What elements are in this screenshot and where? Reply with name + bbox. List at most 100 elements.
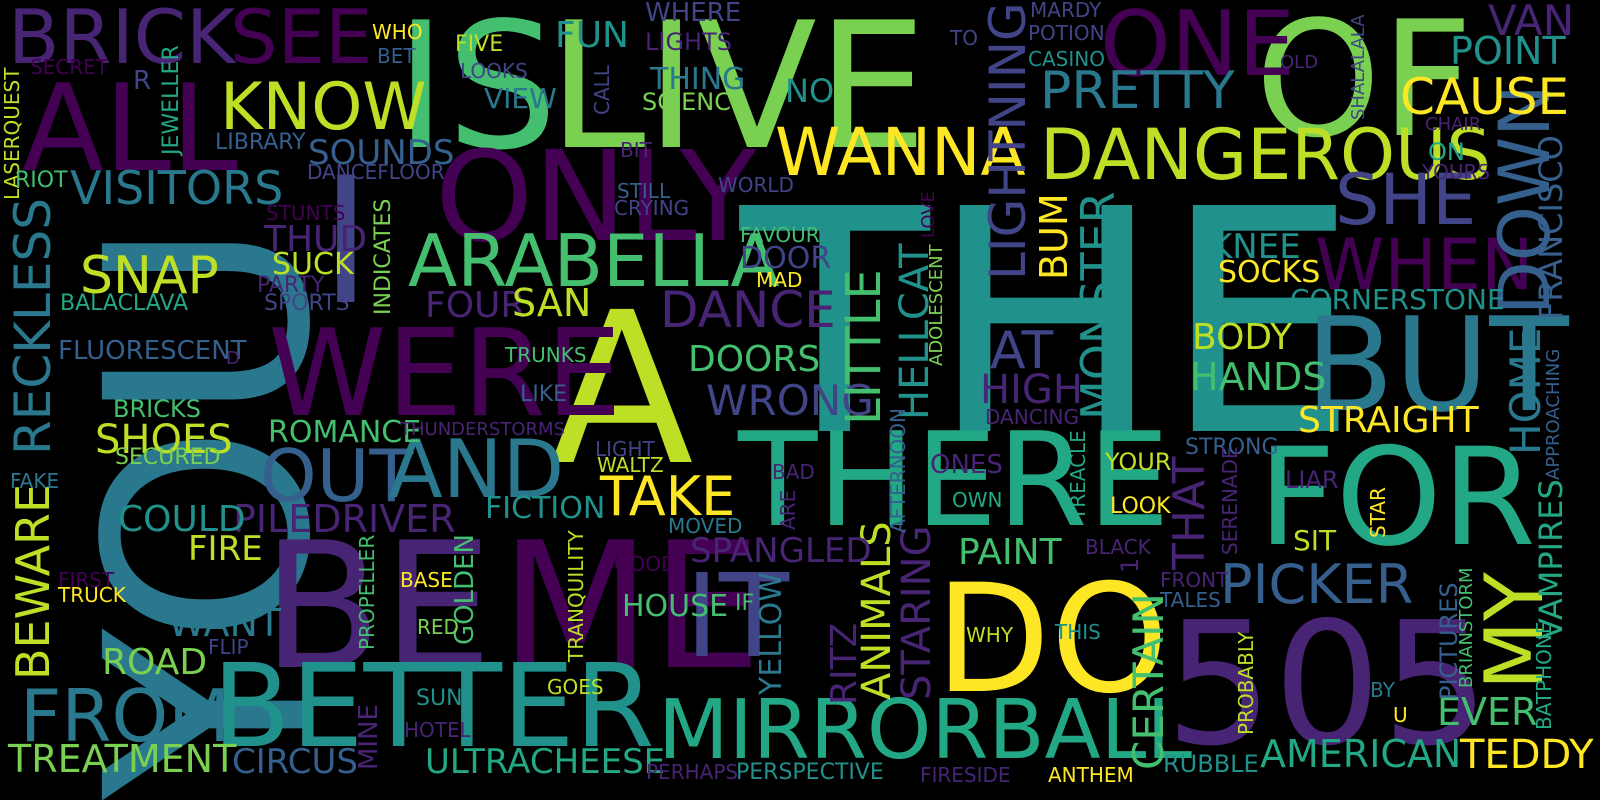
word-when: WHEN xyxy=(1315,224,1534,306)
word-know: KNOW xyxy=(220,70,427,145)
word-spangled: SPANGLED xyxy=(690,531,872,571)
word-base: BASE xyxy=(400,568,453,592)
word-view: VIEW xyxy=(484,82,557,115)
word-jeweller: JEWELLER xyxy=(159,45,184,155)
word-see: SEE xyxy=(230,0,373,81)
word-do: DO xyxy=(935,553,1169,727)
word-cornerstone: CORNERSTONE xyxy=(1290,283,1505,316)
word-that: THAT xyxy=(1164,456,1215,570)
word-dance: DANCE xyxy=(660,281,836,339)
word-door: DOOR xyxy=(740,241,832,276)
word-fire: FIRE xyxy=(188,529,263,569)
word-science: SCIENCE xyxy=(642,88,747,116)
word-there: THERE xyxy=(738,404,1170,556)
word-fiction: FICTION xyxy=(485,491,606,526)
word-star: STAR xyxy=(1366,487,1390,538)
word-ever: EVER xyxy=(1437,690,1538,734)
word-at: AT xyxy=(990,321,1054,381)
word-out: OUT xyxy=(260,434,414,518)
word-fun: FUN xyxy=(555,15,629,56)
word-waltz: WALTZ xyxy=(597,453,664,477)
word-probably: PROBABLY xyxy=(1234,631,1258,735)
word-lights: LIGHTS xyxy=(645,28,732,56)
word-american: AMERICAN xyxy=(1260,732,1462,776)
word-sports: SPORTS xyxy=(264,291,350,316)
word-mad: MAD xyxy=(756,268,803,292)
word-favour: FAVOUR xyxy=(740,223,820,247)
word-d: D xyxy=(226,348,240,369)
word-want: WANT xyxy=(168,601,282,645)
word-take: TAKE xyxy=(600,465,736,528)
word-a: A xyxy=(550,267,694,512)
word-certain: CERTAIN xyxy=(1124,593,1173,770)
word-doors: DOORS xyxy=(688,339,821,380)
word-propeller: PROPELLER xyxy=(355,534,379,650)
word-brianstorm: BRIANSTORM xyxy=(1456,567,1477,688)
word-trunks: TRUNKS xyxy=(505,343,587,367)
word-one: ONE xyxy=(1100,0,1296,97)
word-pretty: PRETTY xyxy=(1040,61,1235,121)
word-mardy: MARDY xyxy=(1030,0,1102,22)
word-better: BETTER xyxy=(212,640,655,774)
word-crying: CRYING xyxy=(614,196,690,220)
word-beware: BEWARE xyxy=(6,483,60,680)
word-like: LIKE xyxy=(520,382,568,407)
word-van: VAN xyxy=(1488,0,1575,45)
word-brick: BRICK xyxy=(8,0,236,81)
word-505: 505 xyxy=(1165,586,1490,784)
word-picker: PICKER xyxy=(1220,553,1414,616)
word-why: WHY xyxy=(966,623,1014,647)
word-flip: FLIP xyxy=(208,635,249,659)
word-dancefloor: DANCEFLOOR xyxy=(307,160,445,184)
word-shalalala: SHALALALA xyxy=(1348,14,1369,120)
word-bricks: BRICKS xyxy=(113,395,201,423)
word-look: LOOK xyxy=(1110,494,1171,519)
word-this: THIS xyxy=(1055,620,1101,644)
word-four: FOUR xyxy=(425,285,526,326)
word-point: POINT xyxy=(1450,29,1566,73)
word-truck: TRUCK xyxy=(58,583,126,607)
word-be: BE xyxy=(262,506,493,709)
word-wanna: WANNA xyxy=(775,114,1026,191)
word-dangerous: DANGEROUS xyxy=(1040,114,1491,196)
word-treacle: TREACLE xyxy=(1066,430,1090,520)
word-no: NO xyxy=(785,72,835,110)
word-cause: CAUSE xyxy=(1400,68,1570,126)
word-romance: ROMANCE xyxy=(268,415,422,450)
word-moved: MOVED xyxy=(668,514,743,538)
word-thing: THING xyxy=(650,62,746,97)
word-are: ARE xyxy=(776,489,800,530)
word-sounds: SOUNDS xyxy=(308,133,455,173)
word-teddy: TEDDY xyxy=(1460,732,1594,778)
word-yours: YOURS xyxy=(1422,160,1491,184)
word-visitors: VISITORS xyxy=(70,161,284,215)
word-batphone: BATPHONE xyxy=(1532,621,1556,730)
word-chair: CHAIR xyxy=(1425,114,1482,135)
word-it: IT xyxy=(685,550,790,684)
word-straight: STRAIGHT xyxy=(1298,400,1479,441)
word-afternoon: AFTERNOON xyxy=(886,408,910,533)
word-staring: STARING xyxy=(894,525,940,700)
word-love: LOVE xyxy=(918,191,939,238)
word-francisco: FRANCISCO xyxy=(1532,135,1570,320)
word-all: ALL xyxy=(22,60,238,199)
word-rubble: RUBBLE xyxy=(1163,750,1259,778)
word-shoes: SHOES xyxy=(95,417,233,463)
word-knee: KNEE xyxy=(1210,227,1301,267)
word-yellow: YELLOW xyxy=(754,572,789,695)
word-if: IF xyxy=(735,591,755,616)
word-perhaps: PERHAPS xyxy=(646,760,739,784)
word-and: AND xyxy=(388,423,565,516)
word-to: TO xyxy=(950,26,978,50)
word-home: HOME xyxy=(1501,327,1550,455)
word-sun: SUN xyxy=(416,686,463,711)
word-snap: SNAP xyxy=(80,246,219,306)
word-good: GOOD xyxy=(614,552,677,576)
word-old: OLD xyxy=(1280,52,1319,73)
word-dancing: DANCING xyxy=(985,405,1080,429)
word-of: OF xyxy=(1255,0,1473,173)
word-first: FIRST xyxy=(58,568,115,592)
word-red: RED xyxy=(417,615,459,639)
word-live: LIVE xyxy=(548,0,928,189)
word-from: FROM xyxy=(20,674,231,758)
